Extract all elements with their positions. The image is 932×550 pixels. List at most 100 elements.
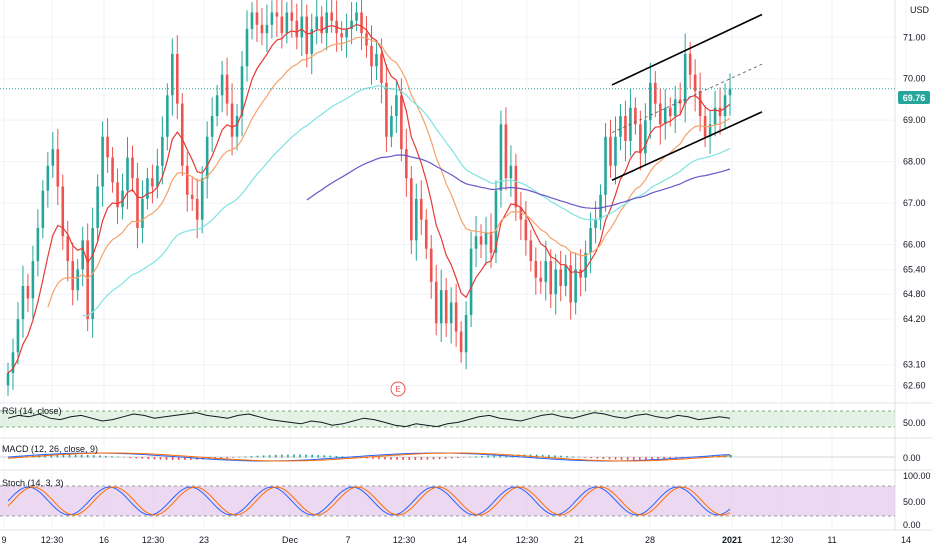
x-tick-label: 12:30 bbox=[393, 535, 416, 545]
macd-histogram-bar bbox=[541, 454, 544, 458]
candle-body bbox=[166, 95, 169, 137]
candle-body bbox=[235, 116, 239, 137]
macd-histogram-bar bbox=[323, 455, 326, 458]
macd-histogram-bar bbox=[68, 454, 71, 458]
macd-histogram-bar bbox=[311, 454, 313, 458]
macd-histogram-bar bbox=[705, 456, 708, 458]
candle-body bbox=[16, 319, 20, 353]
candle-body bbox=[305, 16, 309, 54]
x-tick-label: Dec bbox=[282, 535, 299, 545]
candle-body bbox=[524, 219, 528, 241]
candle-body bbox=[21, 285, 25, 320]
candle-body bbox=[210, 116, 214, 137]
macd-histogram-bar bbox=[384, 457, 386, 460]
candle-body bbox=[46, 165, 50, 191]
macd-histogram-bar bbox=[238, 456, 241, 458]
candle-body bbox=[101, 136, 104, 187]
macd-histogram-bar bbox=[487, 455, 489, 458]
candle-body bbox=[265, 24, 269, 34]
macd-histogram-bar bbox=[663, 457, 665, 460]
macd-histogram-bar bbox=[669, 457, 671, 460]
macd-histogram-bar bbox=[317, 455, 320, 458]
macd-histogram-bar bbox=[153, 457, 156, 460]
macd-label: MACD (12, 26, close, 9) bbox=[2, 444, 98, 454]
candle-body bbox=[250, 12, 254, 30]
candle-body bbox=[220, 74, 224, 96]
x-tick-label: 2021 bbox=[722, 535, 742, 545]
candle-body bbox=[320, 16, 323, 34]
candle-body bbox=[61, 186, 65, 237]
candle-body bbox=[141, 198, 144, 228]
candle-body bbox=[310, 29, 314, 54]
macd-histogram-bar bbox=[262, 455, 265, 458]
candle-body bbox=[419, 198, 423, 220]
candle-body bbox=[190, 194, 194, 199]
candle-body bbox=[698, 91, 702, 117]
candle-body bbox=[604, 136, 607, 195]
candle-body bbox=[424, 219, 428, 249]
candle-body bbox=[106, 136, 109, 158]
ema-long-line bbox=[306, 154, 731, 210]
macd-histogram-bar bbox=[614, 457, 617, 460]
macd-histogram-bar bbox=[250, 456, 253, 458]
candle-body bbox=[658, 103, 662, 125]
candle-body bbox=[459, 331, 463, 353]
x-tick-label: 12:30 bbox=[41, 535, 64, 545]
macd-histogram-bar bbox=[584, 457, 586, 458]
candle-body bbox=[673, 99, 677, 117]
candle-body bbox=[131, 157, 134, 179]
macd-histogram-bar bbox=[590, 457, 593, 459]
candle-body bbox=[544, 261, 548, 282]
macd-histogram-bar bbox=[20, 456, 22, 458]
candle-body bbox=[668, 107, 672, 117]
macd-histogram-bar bbox=[390, 457, 392, 460]
last-price-badge bbox=[898, 91, 930, 104]
candle-body bbox=[185, 165, 189, 195]
candle-body bbox=[255, 12, 259, 25]
candle-body bbox=[449, 302, 453, 324]
macd-histogram-bar bbox=[92, 455, 95, 458]
macd-histogram-bar bbox=[432, 457, 435, 460]
macd-tick-label: 0.00 bbox=[903, 453, 921, 463]
candle-body bbox=[539, 277, 543, 282]
candle-body bbox=[619, 116, 622, 137]
candle-body bbox=[151, 178, 154, 187]
earnings-marker-label: E bbox=[395, 385, 400, 394]
macd-histogram-bar bbox=[402, 457, 404, 460]
stoch-tick-label: 100.00 bbox=[903, 471, 931, 481]
candle-body bbox=[215, 95, 219, 117]
macd-histogram-bar bbox=[74, 454, 77, 458]
candle-body bbox=[683, 53, 687, 104]
macd-histogram-bar bbox=[438, 457, 441, 460]
candle-body bbox=[26, 285, 30, 299]
macd-histogram-bar bbox=[171, 457, 174, 460]
earnings-marker[interactable] bbox=[390, 381, 406, 397]
candle-body bbox=[76, 269, 80, 291]
candle-body bbox=[280, 16, 284, 34]
candle-body bbox=[31, 261, 35, 299]
stoch-k-line bbox=[7, 486, 731, 516]
x-tick-label: 12:30 bbox=[771, 535, 794, 545]
candle-body bbox=[205, 136, 209, 179]
macd-histogram-bar bbox=[578, 456, 580, 458]
candle-body bbox=[529, 240, 533, 262]
candle-body bbox=[569, 265, 572, 303]
candle-body bbox=[663, 107, 667, 125]
channel-lower-line bbox=[611, 111, 763, 182]
candle-body bbox=[634, 107, 637, 125]
macd-histogram-bar bbox=[123, 457, 125, 458]
macd-histogram-bar bbox=[105, 455, 107, 458]
candle-body bbox=[499, 124, 503, 191]
candle-body bbox=[434, 281, 438, 324]
candle-body bbox=[350, 20, 353, 30]
candle-body bbox=[464, 314, 468, 353]
y-tick-label: 68.00 bbox=[903, 157, 926, 167]
candle-body bbox=[574, 269, 577, 303]
ema-slow-line bbox=[82, 85, 731, 317]
stoch-label: Stoch (14, 3, 3) bbox=[2, 478, 64, 488]
rsi-tick-label: 50.00 bbox=[903, 418, 926, 428]
candle-body bbox=[365, 33, 368, 46]
candle-body bbox=[111, 157, 114, 183]
